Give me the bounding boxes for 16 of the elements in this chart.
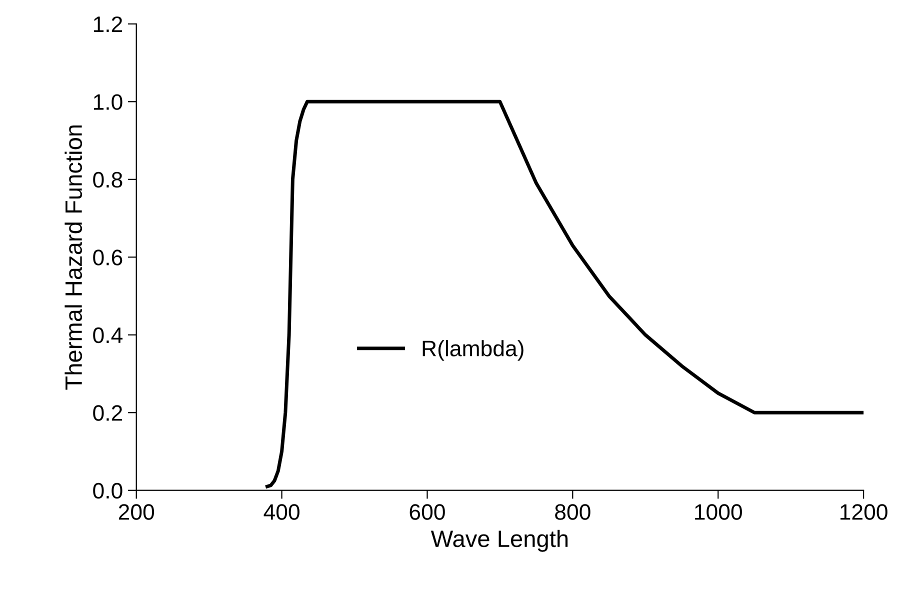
x-tick-label: 1000 [695,504,742,520]
y-tick-label: 0.4 [93,327,123,344]
y-tick-label: 0.2 [93,405,122,421]
x-tick-label: 1200 [840,504,888,520]
x-axis-title: Wave Length [430,530,568,552]
legend-label: R(lambda) [422,340,524,361]
x-tick-label: 800 [555,504,590,520]
y-tick-label: 0.6 [93,250,122,266]
y-tick-label: 1.0 [94,94,122,110]
x-tick-label: 600 [410,504,445,520]
y-tick-label: 1.2 [94,16,122,32]
y-tick-label: 0.0 [93,482,122,499]
x-tick-label: 400 [264,504,300,520]
y-tick-label: 0.8 [93,172,122,188]
x-tick-label: 200 [118,504,154,520]
y-axis-title: Thermal Hazard Function [64,125,82,390]
